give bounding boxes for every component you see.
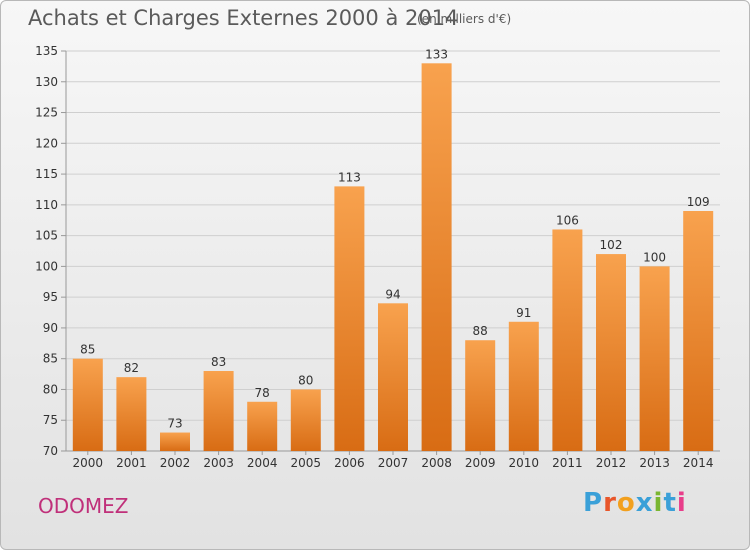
- bars: [72, 63, 714, 452]
- data-label-2014: 109: [687, 195, 710, 209]
- bar-2007: [378, 303, 408, 451]
- data-label-2013: 100: [643, 250, 666, 264]
- proxiti-logo: Proxiti: [583, 488, 687, 518]
- x-tick-label-2007: 2007: [378, 456, 409, 470]
- x-tick-label-2002: 2002: [160, 456, 191, 470]
- x-tick-label-2012: 2012: [596, 456, 627, 470]
- logo-letter: i: [653, 488, 664, 518]
- logo-letter: o: [616, 488, 636, 518]
- y-tick-label: 85: [43, 352, 58, 366]
- bar-2002: [160, 432, 190, 451]
- bar-2009: [465, 340, 496, 451]
- data-label-2008: 133: [425, 47, 448, 61]
- x-tick-label-2003: 2003: [203, 456, 234, 470]
- x-tick-label-2005: 2005: [291, 456, 322, 470]
- data-label-2007: 94: [385, 287, 400, 301]
- data-label-2011: 106: [556, 213, 579, 227]
- y-tick-label: 90: [43, 321, 58, 335]
- y-tick-label: 75: [43, 413, 58, 427]
- logo-letter: t: [663, 488, 677, 518]
- y-tick-label: 70: [43, 444, 58, 458]
- y-tick-label: 130: [35, 75, 58, 89]
- y-tick-label: 100: [35, 259, 58, 273]
- bar-2004: [247, 401, 278, 451]
- data-label-2006: 113: [338, 170, 361, 184]
- y-tick-label: 105: [35, 229, 58, 243]
- x-tick-label-2010: 2010: [509, 456, 540, 470]
- data-label-2009: 88: [473, 324, 488, 338]
- x-tick-label-2011: 2011: [552, 456, 583, 470]
- data-label-2001: 82: [124, 361, 139, 375]
- data-label-2002: 73: [167, 417, 182, 431]
- x-tick-label-2009: 2009: [465, 456, 496, 470]
- logo-letter: r: [603, 488, 617, 518]
- logo-letter: P: [583, 488, 604, 518]
- data-label-2012: 102: [600, 238, 623, 252]
- y-tick-label: 95: [43, 290, 58, 304]
- x-tick-label-2014: 2014: [683, 456, 714, 470]
- bar-2000: [72, 358, 103, 451]
- commune-name: ODOMEZ: [38, 494, 129, 518]
- y-tick-label: 80: [43, 382, 58, 396]
- data-label-2010: 91: [516, 306, 531, 320]
- data-label-2000: 85: [80, 343, 95, 357]
- y-tick-label: 110: [35, 198, 58, 212]
- x-tick-label-2013: 2013: [639, 456, 670, 470]
- bar-2001: [116, 377, 147, 451]
- x-tick-label-2006: 2006: [334, 456, 365, 470]
- bar-2011: [552, 229, 583, 451]
- bar-2012: [596, 254, 626, 451]
- data-label-2004: 78: [255, 386, 270, 400]
- data-label-2005: 80: [298, 373, 313, 387]
- x-tick-label-2001: 2001: [116, 456, 147, 470]
- labels: 85 82 73 83 78 80 113 94 133 88 91 106 102 100 109: [80, 47, 709, 430]
- data-label-2003: 83: [211, 355, 226, 369]
- bar-2005: [290, 389, 321, 451]
- bar-2003: [203, 371, 234, 451]
- y-tick-label: 135: [35, 44, 58, 58]
- logo-letter: x: [635, 488, 654, 518]
- x-tick-label-2008: 2008: [421, 456, 452, 470]
- x-tick-label-2000: 2000: [73, 456, 104, 470]
- y-tick-label: 120: [35, 136, 58, 150]
- chart-unit: (en milliers d'€): [417, 12, 512, 26]
- bar-2013: [639, 266, 670, 451]
- y-tick-label: 115: [35, 167, 58, 181]
- x-tick-label-2004: 2004: [247, 456, 278, 470]
- logo-letter: i: [676, 488, 687, 518]
- bar-2010: [508, 321, 539, 451]
- bar-2014: [683, 211, 714, 451]
- axes: 70 75 80 85 90 95 100 105 110 115 120 125 130 135 2000…: [35, 44, 720, 470]
- y-tick-label: 125: [35, 106, 58, 120]
- chart-title: Achats et Charges Externes 2000 à 2014: [28, 6, 459, 30]
- bar-2006: [334, 186, 365, 451]
- bar-2008: [421, 63, 452, 452]
